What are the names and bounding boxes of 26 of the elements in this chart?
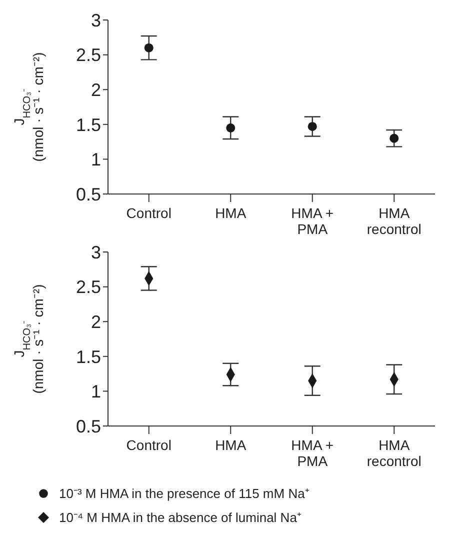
x-tick-label: Control [126,437,172,453]
x-tick-label: HMA recontrol [366,205,422,237]
x-tick-label: HMA + PMA [291,437,334,469]
x-tick-label: HMA [215,437,247,453]
y-tick-label: 0.5 [76,184,101,204]
y-tick-label: 2.5 [76,277,101,298]
point [390,134,399,143]
y-tick-label: 0.5 [76,416,101,436]
x-tick-label: HMA [215,205,247,221]
y-tick-label: 2.5 [76,45,101,66]
legend-label: 10⁻³ M HMA in the presence of 115 mM Na⁺ [59,485,309,502]
point [308,122,317,131]
point [226,123,236,132]
y-tick-label: 2 [90,80,101,100]
y-tick-label: 1.5 [76,114,101,135]
x-tick-label: HMA recontrol [366,437,422,469]
y-tick-label: 1.5 [76,346,101,367]
x-tick-label: HMA + PMA [291,205,334,237]
y-tick-label: 1 [90,150,101,170]
legend-label: 10⁻⁴ M HMA in the absence of luminal Na⁺ [59,509,301,526]
y-tick-label: 1 [90,382,101,402]
y-tick-label: 3 [90,242,101,262]
x-tick-label: Control [126,205,172,221]
y-tick-label: 2 [90,312,101,332]
y-tick-label: 3 [90,10,101,30]
point [144,43,154,52]
